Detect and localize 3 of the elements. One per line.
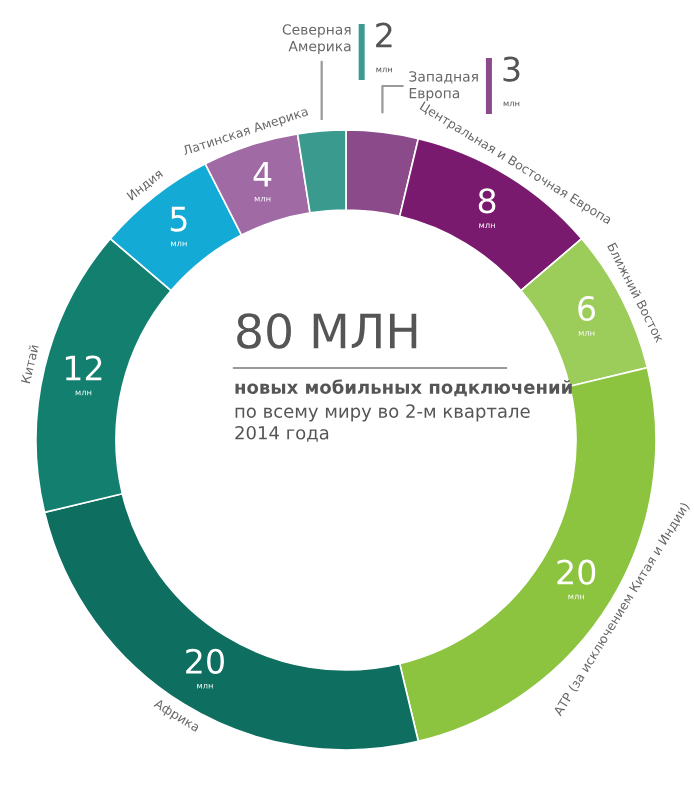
text: новых мобильных подключений [235, 379, 572, 397]
text: 80 МЛН [237, 313, 417, 349]
text: по всему миру во 2-м квартале 2014 года [235, 404, 530, 442]
